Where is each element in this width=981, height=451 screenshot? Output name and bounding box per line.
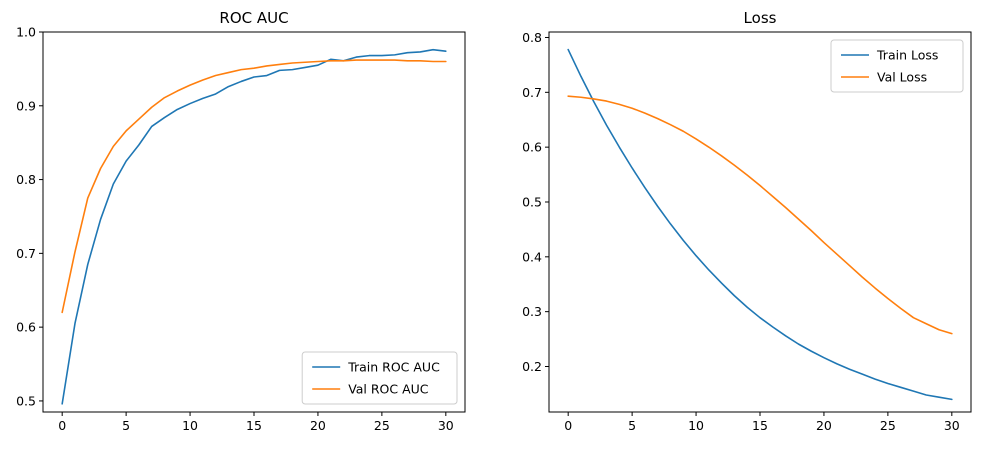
x-tick-label: 10: [688, 418, 704, 433]
y-tick-label: 0.5: [522, 194, 542, 209]
legend-box: [830, 39, 964, 93]
x-tick-label: 25: [374, 418, 390, 433]
legend-roc-auc: Train ROC AUC Val ROC AUC: [301, 351, 458, 405]
series-line-val-loss: [567, 95, 953, 335]
legend-loss: Train Loss Val Loss: [830, 39, 964, 93]
y-tick-label: 0.4: [522, 249, 542, 264]
y-tick-label: 0.8: [16, 172, 36, 187]
x-tick-label: 20: [816, 418, 832, 433]
x-tick-label: 30: [944, 418, 960, 433]
y-tick-label: 0.9: [16, 98, 36, 113]
y-tick-label: 0.8: [522, 30, 542, 45]
chart-title-roc-auc: ROC AUC: [219, 9, 288, 27]
series-line-train-loss: [567, 48, 953, 401]
y-tick-label: 0.6: [522, 140, 542, 155]
plot-area-roc-auc: 0 5 10 15 20 25 30 0.5 0.6 0.7 0.8 0.9 1.0: [16, 25, 454, 434]
plot-area-loss: 0 5 10 15 20 25 30 0.2 0.3 0.4 0.5 0.6 0.7 0.8: [522, 30, 960, 433]
y-tick-label: 0.7: [16, 246, 36, 261]
y-tick-label: 0.6: [16, 320, 36, 335]
x-tick-label: 10: [182, 418, 198, 433]
legend-box: [301, 351, 458, 405]
y-tick-label: 1.0: [16, 25, 36, 40]
x-tick-label: 30: [438, 418, 454, 433]
legend-label: Val ROC AUC: [348, 382, 429, 397]
legend-label: Val Loss: [877, 70, 927, 85]
chart-title-loss: Loss: [744, 9, 777, 27]
x-tick-label: 0: [564, 418, 572, 433]
y-tick-label: 0.7: [522, 85, 542, 100]
x-tick-label: 5: [628, 418, 636, 433]
x-tick-label: 20: [310, 418, 326, 433]
y-tick-label: 0.5: [16, 393, 36, 408]
legend-label: Train ROC AUC: [347, 360, 440, 375]
legend-label: Train Loss: [876, 48, 938, 63]
series-line-val-roc-auc: [61, 59, 447, 314]
x-tick-label: 0: [58, 418, 66, 433]
y-tick-label: 0.3: [522, 304, 542, 319]
chart-roc-auc: ROC AUC 0 5 10 15 20 25 30 0.5 0.6 0.7 0.8 0.9 1.0 T…: [16, 9, 466, 434]
y-tick-label: 0.2: [522, 359, 542, 374]
x-tick-label: 25: [880, 418, 896, 433]
series-line-train-roc-auc: [61, 48, 447, 405]
chart-loss: Loss 0 5 10 15 20 25 30 0.2 0.3 0.4 0.5 0.6 0.7 0.8 T…: [522, 9, 972, 433]
x-tick-label: 15: [246, 418, 262, 433]
x-tick-label: 5: [122, 418, 130, 433]
x-tick-label: 15: [752, 418, 768, 433]
